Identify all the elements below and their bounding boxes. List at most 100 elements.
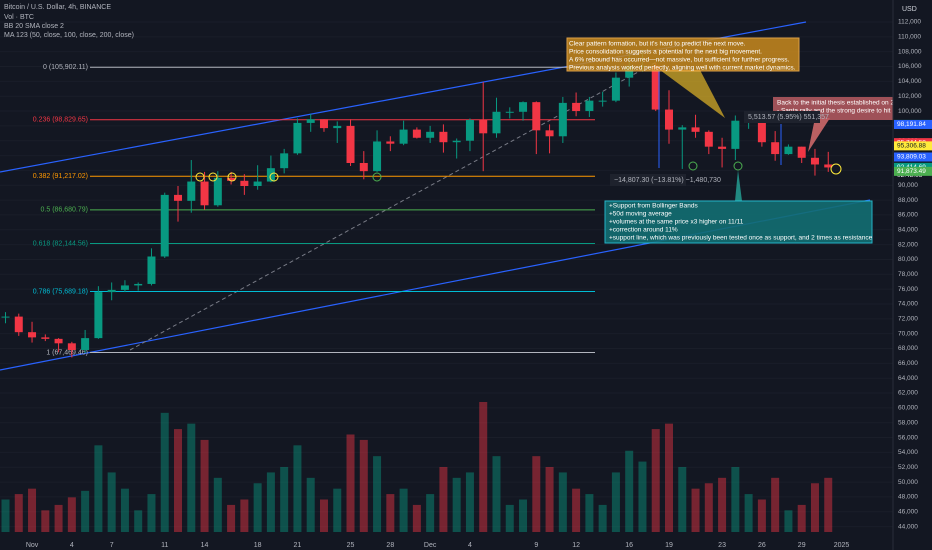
x-tick-label: 4 bbox=[70, 542, 74, 549]
candle-body bbox=[54, 338, 63, 344]
marker bbox=[208, 172, 218, 182]
x-tick-label: 7 bbox=[110, 542, 114, 549]
candle-body bbox=[810, 157, 819, 165]
candle-body bbox=[598, 100, 607, 102]
candle-body bbox=[611, 77, 620, 101]
candle-body bbox=[585, 100, 594, 112]
y-tick-label: 102,000 bbox=[898, 93, 922, 100]
volume-bar bbox=[160, 412, 169, 532]
x-tick-label: 16 bbox=[625, 542, 633, 549]
candle-body bbox=[505, 111, 514, 113]
volume-bar bbox=[426, 494, 435, 532]
x-tick-label: 29 bbox=[798, 542, 806, 549]
note-teal: +Support from Bollinger Bands+50d moving… bbox=[604, 200, 873, 244]
note-line: Back to the initial thesis established o… bbox=[777, 100, 909, 107]
y-tick-label: 100,000 bbox=[898, 108, 922, 115]
candle-body bbox=[731, 120, 740, 149]
volume-bar bbox=[1, 499, 10, 532]
currency[interactable]: USD bbox=[902, 6, 917, 13]
fib-label: 0.786 (75,689.18) bbox=[33, 288, 88, 295]
volume-bar bbox=[28, 488, 37, 532]
fib-label: 0.5 (86,680.79) bbox=[41, 207, 88, 214]
y-tick-label: 112,000 bbox=[898, 19, 921, 26]
candle-body bbox=[227, 177, 236, 181]
y-tick-label: 56,000 bbox=[898, 434, 918, 441]
x-tick-label: 2025 bbox=[834, 542, 850, 549]
y-tick-label: 74,000 bbox=[898, 301, 918, 308]
candle-body bbox=[147, 256, 156, 284]
x-tick-label: Nov bbox=[26, 542, 39, 549]
measure-box bbox=[744, 111, 820, 123]
fib-label: 0.236 (98,829.65) bbox=[33, 117, 88, 124]
volume-bar bbox=[94, 445, 103, 532]
candle-body bbox=[346, 125, 355, 163]
candle-body bbox=[797, 146, 806, 158]
y-tick-label: 68,000 bbox=[898, 345, 918, 352]
volume-bar bbox=[572, 488, 581, 532]
note-line: Clear pattern formation, but it's hard t… bbox=[569, 41, 746, 48]
note-line: Previous analysis worked perfectly, alig… bbox=[569, 65, 796, 72]
y-tick-label: 66,000 bbox=[898, 360, 918, 367]
volume-bar bbox=[213, 477, 222, 532]
volume-bar bbox=[771, 477, 780, 532]
marker bbox=[372, 172, 382, 182]
volume-bar bbox=[465, 472, 474, 532]
volume-bar bbox=[439, 467, 448, 532]
volume-bar bbox=[731, 467, 740, 532]
candle-body bbox=[399, 129, 408, 144]
x-tick-label: Dec bbox=[424, 542, 437, 549]
volume-bar bbox=[665, 423, 673, 532]
candle-body bbox=[28, 332, 37, 338]
note-line: +volumes at the same price x3 higher on … bbox=[609, 219, 744, 226]
volume-bar bbox=[492, 456, 501, 532]
volume-bar bbox=[744, 494, 753, 532]
volume-bar bbox=[187, 423, 196, 532]
volume-bar bbox=[532, 456, 541, 532]
x-tick-label: 14 bbox=[201, 542, 209, 549]
y-tick-label: 62,000 bbox=[898, 390, 918, 397]
candle-body bbox=[558, 102, 567, 137]
candle-body bbox=[107, 289, 116, 293]
volume-bar bbox=[266, 472, 275, 532]
candle-body bbox=[678, 127, 687, 130]
volume-bar bbox=[200, 439, 209, 532]
volume-bar bbox=[174, 429, 183, 532]
candle-body bbox=[280, 153, 289, 169]
x-tick-label: 4 bbox=[468, 542, 472, 549]
note-line: - Santa rally and the strong desire to h… bbox=[777, 108, 924, 115]
x-tick-label: 28 bbox=[386, 542, 394, 549]
candle-body bbox=[319, 119, 328, 129]
volume-bar bbox=[253, 483, 262, 532]
candle-body bbox=[718, 146, 727, 149]
volume-bar bbox=[678, 467, 687, 532]
candle-body bbox=[41, 337, 50, 339]
candle-body bbox=[134, 283, 143, 286]
candle-body bbox=[691, 127, 700, 132]
note-box bbox=[566, 37, 800, 72]
candle-body bbox=[14, 316, 23, 333]
candle-body bbox=[333, 125, 342, 129]
volume-bar bbox=[293, 445, 302, 532]
y-tick-label: 72,000 bbox=[898, 316, 918, 323]
callout-pointer bbox=[660, 70, 725, 118]
y-tick-label: 88,000 bbox=[898, 197, 918, 204]
volume-bar bbox=[67, 497, 76, 532]
candle-body bbox=[479, 119, 488, 134]
volume-bar bbox=[784, 510, 793, 532]
candle-body bbox=[465, 119, 474, 141]
indicator: MA 123 (50, close, 100, close, 200, clos… bbox=[4, 32, 134, 39]
y-tick-label: 48,000 bbox=[898, 494, 918, 501]
volume-bar bbox=[704, 483, 713, 532]
candle-body bbox=[200, 181, 209, 206]
y-tick-label: 90,000 bbox=[898, 182, 918, 189]
candle-body bbox=[81, 338, 90, 350]
volume-bar bbox=[280, 467, 289, 532]
candle-body bbox=[306, 119, 315, 123]
volume-bar bbox=[81, 490, 90, 532]
note-line: +correction around 11% bbox=[609, 227, 678, 234]
x-tick-label: 11 bbox=[161, 542, 168, 549]
candle-body bbox=[187, 181, 196, 201]
y-tick-label: 64,000 bbox=[898, 375, 918, 382]
candle-body bbox=[293, 122, 302, 154]
